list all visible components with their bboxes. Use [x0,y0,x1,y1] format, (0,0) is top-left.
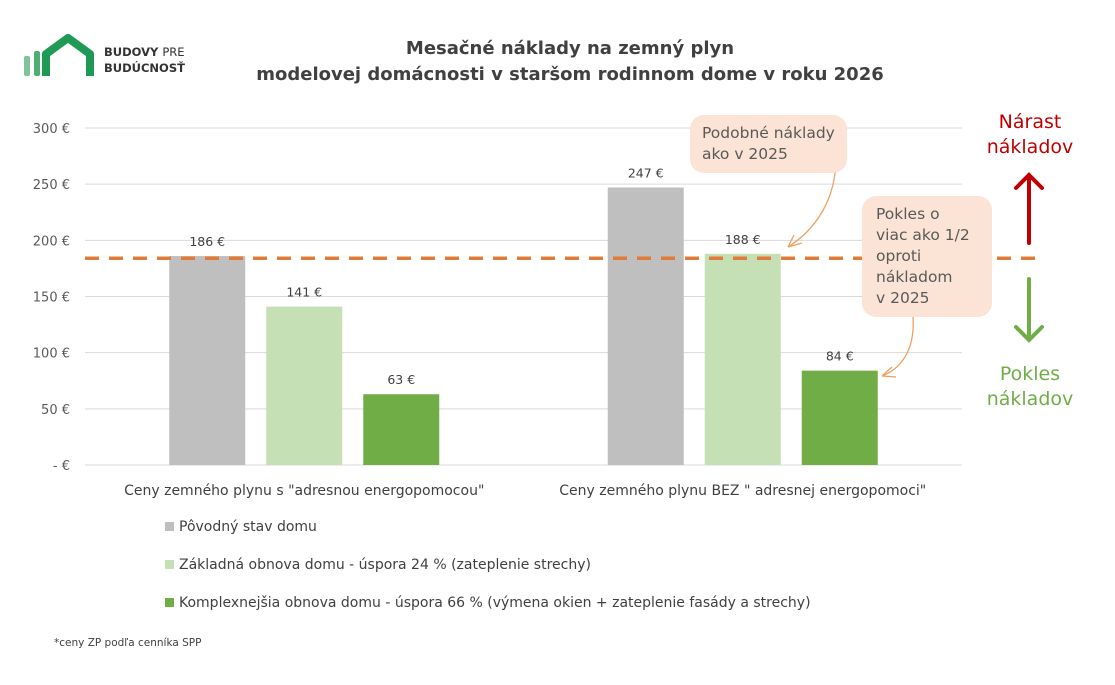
bar [607,187,684,465]
bar [169,256,246,465]
annotation-similar-costs: Podobné náklady ako v 2025 [690,115,847,173]
data-label: 247 € [628,166,664,181]
bar [704,253,781,465]
y-tick-label: 50 € [41,403,70,418]
annotation-decrease: Pokles o viac ako 1/2 oproti nákladom v … [862,196,992,317]
arrowhead [881,366,897,378]
legend-swatch [165,560,174,569]
chart-title: Mesačné náklady na zemný plyn modelovej … [256,38,884,85]
legend-item-complex: Komplexnejšia obnova domu - úspora 66 % … [165,595,811,611]
data-label: 63 € [387,372,415,387]
data-label: 188 € [725,232,761,247]
x-category-label: Ceny zemného plynu s "adresnou energopom… [124,483,484,499]
x-category-label: Ceny zemného plynu BEZ " adresnej energo… [559,483,926,499]
y-tick-label: 300 € [33,122,70,137]
arrowhead [787,234,803,248]
legend-swatch [165,522,174,531]
arrow-up-icon [1014,172,1044,245]
house-logo-icon [24,34,94,76]
y-tick-label: 100 € [33,347,70,362]
bar [266,306,343,465]
y-tick-label: 250 € [33,178,70,193]
callout-arrow [881,315,914,377]
footnote: *ceny ZP podľa cenníka SPP [54,637,202,649]
legend-item-original: Pôvodný stav domu [165,519,317,535]
legend-swatch [165,598,174,607]
data-label: 84 € [826,349,854,364]
bar [363,394,440,465]
bar [801,370,878,465]
arrow-down-icon [1014,277,1044,343]
legend-item-basic: Základná obnova domu - úspora 24 % (zate… [165,557,591,573]
y-tick-label: - € [53,459,70,474]
y-tick-label: 150 € [33,291,70,306]
decrease-label: Pokles nákladov [986,363,1074,410]
logo [22,34,100,84]
logo-text: BUDOVY PRE BUDÚCNOSŤ [104,45,185,75]
data-label: 186 € [189,234,225,249]
data-label: 141 € [286,285,322,300]
increase-label: Nárast nákladov [986,111,1074,158]
y-tick-label: 200 € [33,234,70,249]
